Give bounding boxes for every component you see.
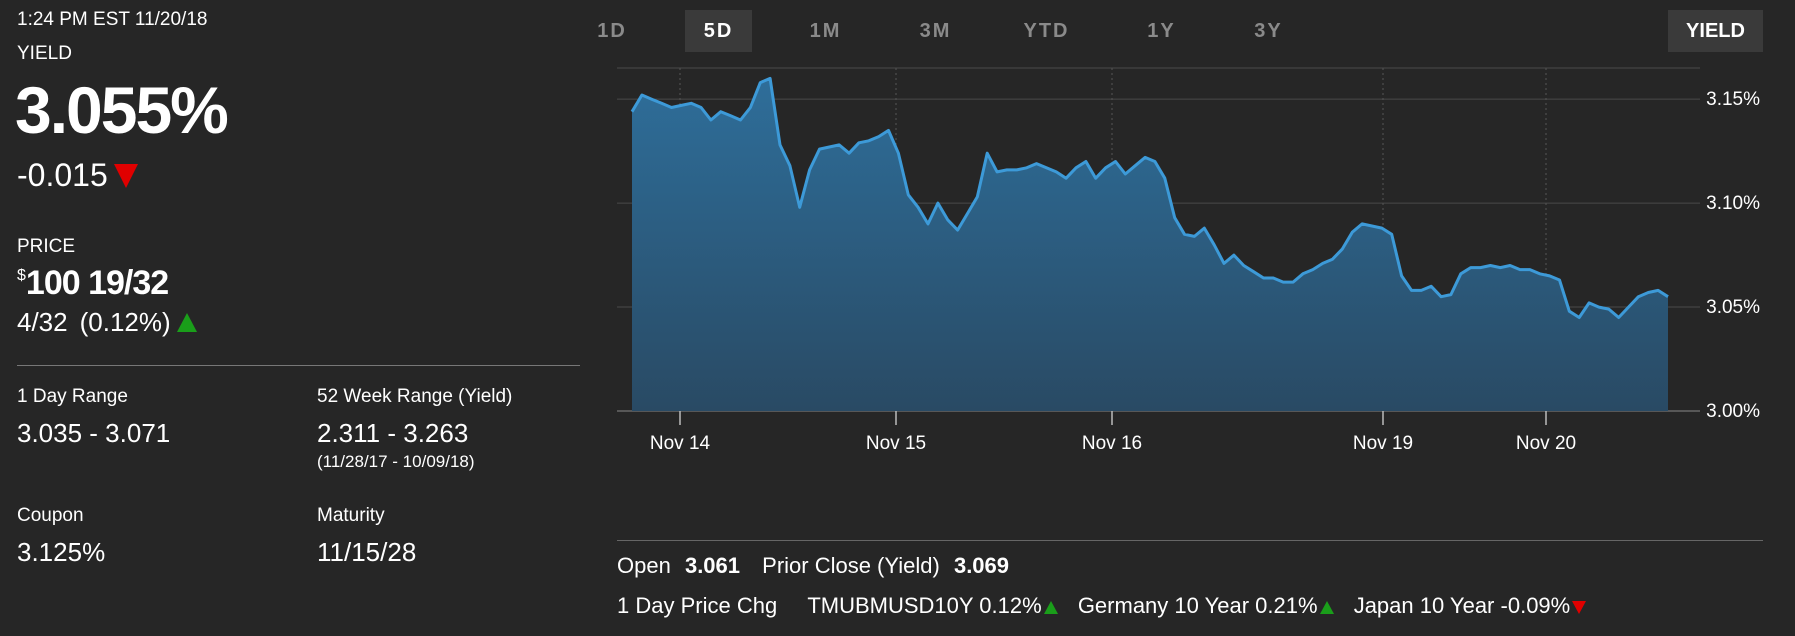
prior-close-value: 3.069 — [953, 553, 1010, 578]
currency-symbol: $ — [17, 267, 26, 284]
y-tick-label: 3.00% — [1706, 401, 1760, 422]
day-range-value: 3.035 - 3.071 — [17, 418, 171, 448]
up-arrow-icon — [1043, 600, 1058, 614]
yield-change: -0.015 — [17, 157, 138, 194]
footer-divider — [617, 540, 1763, 541]
price-label: PRICE — [17, 236, 76, 257]
ticker-value: 0.12% — [979, 593, 1042, 618]
open-value: 3.061 — [684, 553, 741, 578]
prior-close-label: Prior Close (Yield) — [762, 553, 940, 578]
tab-1d[interactable]: 1D — [597, 20, 627, 42]
ticker-item[interactable]: Japan 10 Year -0.09% — [1354, 593, 1587, 618]
y-tick-label: 3.05% — [1706, 297, 1760, 318]
ticker-item[interactable]: Germany 10 Year 0.21% — [1078, 593, 1334, 618]
tab-5d[interactable]: 5D — [685, 10, 752, 52]
price-change-pct: (0.12%) — [79, 307, 171, 337]
coupon-value: 3.125% — [17, 537, 106, 567]
tab-3y[interactable]: 3Y — [1254, 20, 1283, 42]
x-tick-label: Nov 20 — [1516, 433, 1576, 454]
price-amount: 100 19/32 — [25, 264, 169, 302]
timestamp: 1:24 PM EST 11/20/18 — [17, 9, 208, 30]
day-range-label: 1 Day Range — [17, 386, 128, 407]
y-tick-label: 3.15% — [1706, 89, 1760, 110]
divider — [17, 365, 580, 366]
open-label: Open — [617, 553, 671, 578]
x-tick-label: Nov 16 — [1082, 433, 1142, 454]
price-change: 4/32 (0.12%) — [17, 307, 197, 338]
yield-toggle-button[interactable]: YIELD — [1668, 10, 1763, 52]
yield-line — [630, 76, 1669, 319]
price-value: $100 19/32 — [17, 264, 169, 303]
ticker-item[interactable]: TMUBMUSD10Y 0.12% — [807, 593, 1058, 618]
week52-range-dates: (11/28/17 - 10/09/18) — [317, 452, 475, 471]
ticker-name: Japan 10 Year — [1353, 593, 1495, 618]
ticker-value: 0.21% — [1255, 593, 1318, 618]
yield-label: YIELD — [17, 43, 72, 64]
open-row: Open 3.061 Prior Close (Yield) 3.069 — [617, 553, 1009, 579]
tab-1y[interactable]: 1Y — [1147, 20, 1176, 42]
x-tick-label: Nov 19 — [1353, 433, 1413, 454]
down-arrow-icon — [1572, 600, 1587, 614]
price-chg-row: 1 Day Price Chg TMUBMUSD10Y 0.12% German… — [617, 593, 1587, 619]
tab-1m[interactable]: 1M — [809, 20, 842, 42]
yield-change-value: -0.015 — [17, 157, 108, 193]
yield-value: 3.055% — [15, 73, 229, 147]
x-tick-label: Nov 14 — [650, 433, 711, 454]
maturity-label: Maturity — [317, 505, 385, 526]
week52-range-label: 52 Week Range (Yield) — [317, 386, 513, 407]
day-price-chg-label: 1 Day Price Chg — [617, 593, 778, 618]
ticker-value: -0.09% — [1500, 593, 1571, 618]
price-change-value: 4/32 — [17, 307, 68, 337]
ticker-name: Germany 10 Year — [1077, 593, 1250, 618]
tab-ytd[interactable]: YTD — [1023, 20, 1070, 42]
down-arrow-icon — [113, 163, 138, 188]
x-tick-label: Nov 15 — [866, 433, 926, 454]
yield-area — [632, 78, 1668, 412]
coupon-label: Coupon — [17, 505, 84, 526]
up-arrow-icon — [176, 313, 197, 332]
week52-range-value: 2.311 - 3.263 — [317, 418, 469, 448]
up-arrow-icon — [1319, 600, 1334, 614]
ticker-name: TMUBMUSD10Y — [807, 593, 974, 618]
tab-3m[interactable]: 3M — [919, 20, 952, 42]
y-tick-label: 3.10% — [1706, 193, 1760, 214]
maturity-value: 11/15/28 — [317, 537, 417, 567]
